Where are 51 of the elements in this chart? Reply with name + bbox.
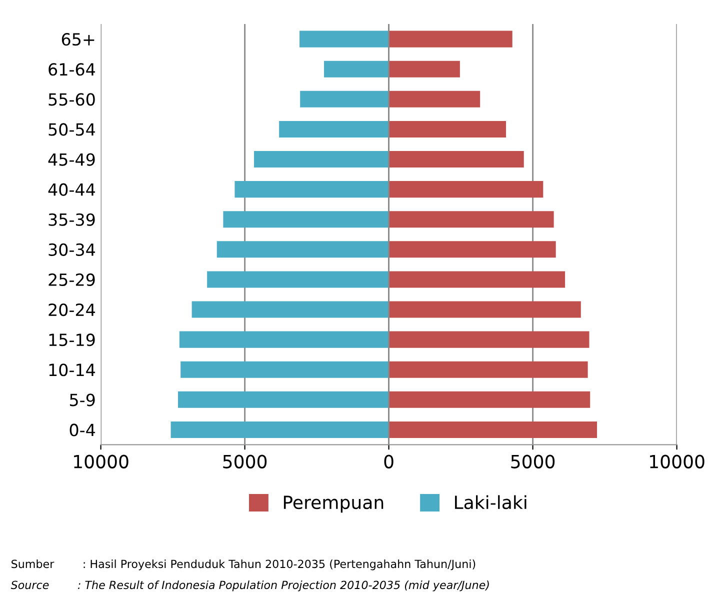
y-tick-label: 15-19 — [49, 334, 95, 346]
x-tick-label: 0 — [384, 454, 394, 468]
bar — [388, 60, 460, 78]
y-tick-label: 50-54 — [48, 123, 96, 136]
bar — [207, 271, 389, 288]
bar — [388, 301, 581, 318]
bar — [388, 241, 556, 258]
bar — [300, 30, 389, 48]
bar — [388, 211, 554, 228]
legend-label: Perempuan — [284, 496, 384, 513]
bar — [388, 391, 590, 408]
bar — [254, 151, 389, 168]
y-tick-label: 20-24 — [48, 303, 96, 316]
bar — [180, 361, 389, 378]
bar — [170, 421, 389, 438]
bar — [300, 90, 389, 108]
bar — [388, 421, 598, 438]
y-tick-label: 65+ — [62, 33, 94, 46]
source-note: Source : The Result of Indonesia Population Projection 2010-2035 (mid year/June) — [10, 580, 489, 592]
y-tick-label: 55-60 — [48, 93, 95, 106]
bar — [192, 301, 389, 318]
y-tick-label: 25-29 — [48, 273, 95, 286]
bar — [216, 241, 389, 258]
text: Sumber : Hasil Proyeksi Penduduk Tahun 2010-2035 (Pertengahahn Tahun/Juni) — [12, 560, 476, 570]
bar — [388, 181, 544, 198]
bar — [388, 120, 506, 138]
bar — [324, 60, 389, 78]
legend-label: Laki-laki — [455, 495, 526, 510]
y-tick-label: 5-9 — [70, 394, 95, 406]
y-tick-label: 30-34 — [48, 243, 96, 256]
x-tick-label: 5000 — [511, 454, 555, 468]
y-tick-label: 45-49 — [48, 153, 95, 166]
x-tick-label: 10000 — [650, 454, 704, 468]
y-tick-label: 61-64 — [48, 63, 96, 76]
bar — [388, 90, 480, 108]
y-tick-label: 0-4 — [70, 424, 96, 436]
y-tick-label: 40-44 — [48, 183, 96, 196]
bar — [179, 331, 389, 348]
bar — [223, 211, 389, 228]
bar — [388, 30, 512, 48]
bar — [388, 151, 524, 168]
y-tick-label: 10-14 — [49, 364, 96, 376]
bar — [234, 181, 389, 198]
bar — [178, 391, 389, 408]
y-tick-label: 35-39 — [48, 213, 95, 226]
bar — [279, 120, 389, 138]
bar — [388, 271, 566, 288]
x-tick-label: 5000 — [223, 454, 267, 468]
bar — [388, 331, 590, 348]
bar — [388, 361, 588, 378]
x-tick-label: 10000 — [74, 454, 128, 468]
